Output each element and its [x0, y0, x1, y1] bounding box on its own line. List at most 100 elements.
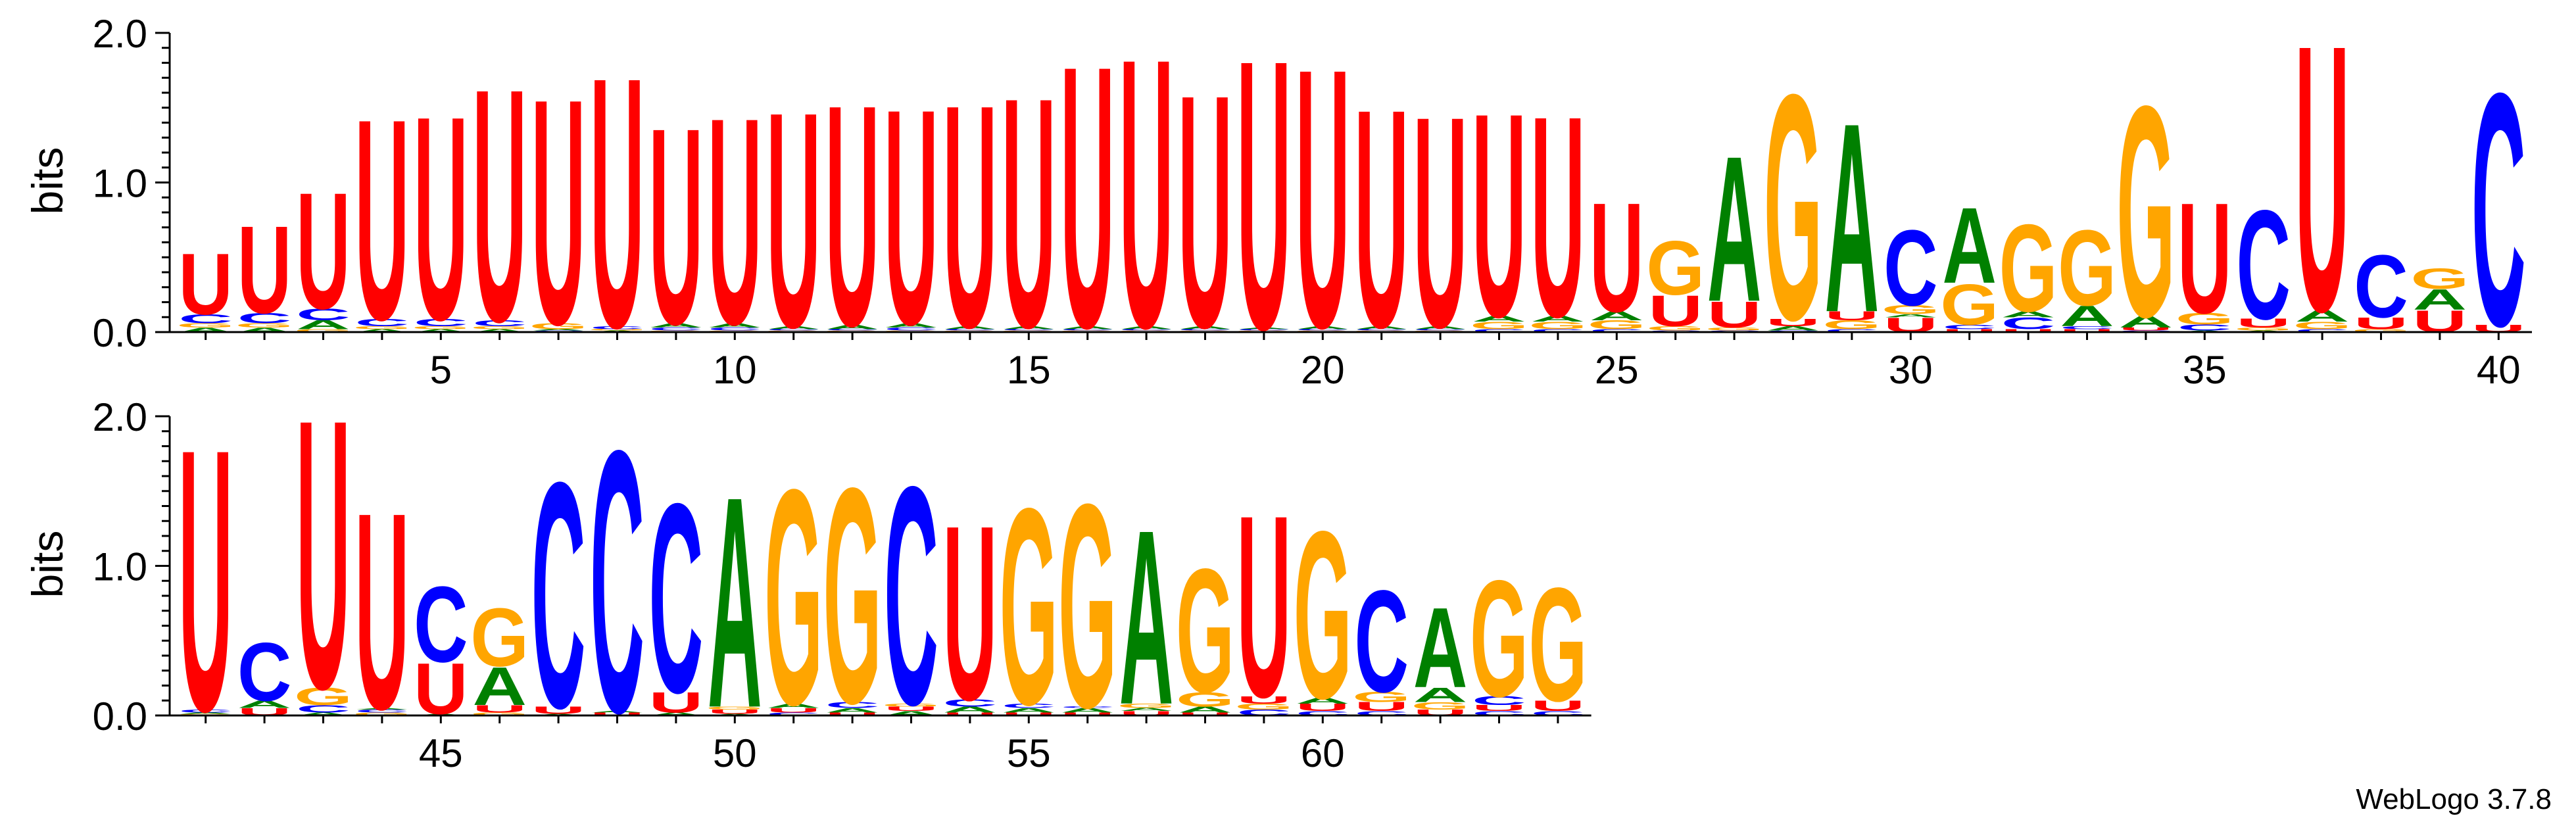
logo-letter: A: [178, 712, 233, 715]
y-tick-label: 2.0: [93, 395, 147, 439]
logo-letter: A: [1119, 708, 1173, 712]
logo-letter: C: [825, 700, 879, 710]
logo-letter: A: [1002, 707, 1056, 714]
logo-letter: A: [1413, 683, 1467, 706]
logo-letter: U: [590, 4, 644, 402]
y-tick-label: 2.0: [93, 12, 147, 56]
logo-letter: U: [2177, 170, 2231, 346]
logo-letter: G: [1705, 327, 1764, 331]
logo-letter: A: [2119, 312, 2174, 331]
logo-letter: G: [823, 425, 882, 768]
logo-letter: U: [2060, 328, 2114, 333]
logo-letter: U: [296, 340, 350, 769]
logo-letter: U: [1060, 0, 1114, 406]
logo-letter: U: [943, 39, 997, 395]
x-tick-label: 20: [1301, 348, 1345, 392]
logo-letter: C: [1060, 329, 1115, 331]
y-tick-label: 1.0: [93, 162, 147, 206]
logo-letter: U: [1766, 317, 1820, 329]
logo-letter: U: [1296, 0, 1349, 404]
logo-letter: A: [2060, 301, 2114, 333]
logo-letter: A: [825, 324, 879, 331]
logo-letter: C: [1531, 710, 1585, 717]
logo-letter: A: [649, 712, 703, 716]
logo-letter: A: [1590, 309, 1644, 323]
logo-letter: U: [1531, 698, 1586, 714]
credit-text: WebLogo 3.7.8: [2356, 783, 2552, 815]
logo-letter: G: [1234, 702, 1293, 712]
logo-letter: A: [2295, 306, 2350, 325]
x-tick-label: 50: [713, 731, 757, 775]
logo-letter: G: [352, 712, 411, 716]
logo-letter: G: [2058, 207, 2116, 327]
x-tick-label: 5: [430, 348, 452, 392]
logo-letter: G: [1999, 199, 2058, 338]
logo-letter: C: [1942, 324, 1996, 331]
logo-letter: C: [766, 329, 821, 331]
y-tick-label: 0.0: [93, 694, 147, 738]
logo-letter: A: [1472, 314, 1526, 324]
logo-letter: G: [1000, 450, 1058, 764]
logo-letter: C: [649, 447, 703, 749]
x-tick-label: 15: [1007, 348, 1051, 392]
logo-letter: A: [1354, 326, 1408, 330]
x-tick-label: 40: [2477, 348, 2521, 392]
logo-letter: G: [882, 703, 940, 708]
logo-letter: A: [1119, 326, 1173, 330]
logo-letter: G: [1528, 554, 1587, 735]
logo-letter: A: [1825, 66, 1879, 368]
logo-letter: A: [1883, 314, 1937, 318]
logo-letter: A: [649, 322, 703, 329]
logo-letter: A: [1178, 705, 1232, 714]
logo-letter: G: [1646, 226, 1705, 311]
logo-letter: U: [766, 707, 820, 714]
x-tick-labels: 5 10 15 20 25 30 35 40: [430, 348, 2521, 392]
logo-letter: A: [1531, 314, 1585, 324]
logo-letter: C: [1354, 329, 1409, 331]
x-tick-label: 10: [713, 348, 757, 392]
logo-letter: G: [1940, 272, 1999, 337]
logo-letter: A: [766, 326, 820, 330]
logo-letter: G: [529, 322, 588, 331]
logo-letter: A: [1119, 479, 1173, 757]
logo-letter: G: [1528, 320, 1587, 331]
logo-letter: A: [943, 705, 997, 714]
logo-letter: U: [1002, 29, 1056, 396]
logo-letter: A: [766, 702, 820, 710]
logo-letter: G: [1646, 325, 1705, 332]
logo-letter: U: [1002, 712, 1056, 716]
logo-letter: A: [2001, 310, 2055, 319]
logo-letter: U: [1354, 700, 1409, 713]
logo-letter: G: [764, 426, 823, 769]
logo-letter: U: [1178, 25, 1232, 397]
logo-letter: C: [590, 326, 644, 330]
logo-letter: U: [237, 201, 291, 340]
logo-letter: G: [1470, 545, 1528, 732]
logo-letter: U: [1825, 309, 1880, 323]
logo-letter: A: [708, 322, 762, 329]
logo-letter: U: [1296, 702, 1349, 713]
logo-letter: G: [2175, 310, 2234, 328]
logo-letter: U: [414, 57, 468, 381]
logo-letter: U: [2001, 328, 2055, 333]
logo-letter: C: [1354, 710, 1408, 717]
letter-stacks: AGCUAGCUGACUAGCUAGCUAGCUCAGUAGCUGCAUGCAU…: [176, 0, 2525, 410]
logo-letter: C: [884, 422, 938, 770]
logo-letter: G: [1411, 700, 1470, 712]
logo-letter: U: [943, 712, 997, 716]
logo-letter: G: [1352, 689, 1411, 705]
logo-letter: U: [766, 49, 820, 392]
logo-letter: U: [590, 712, 644, 716]
logo-letter: A: [237, 698, 291, 710]
logo-letter: G: [1176, 688, 1234, 711]
logo-letter: A: [1178, 326, 1232, 330]
logo-letter: C: [825, 329, 880, 331]
logo-letter: A: [2413, 284, 2467, 316]
logo-letter: C: [943, 329, 998, 331]
logo-letter: A: [1237, 327, 1292, 330]
logo-letter: A: [237, 327, 291, 334]
logo-letter: U: [1237, 694, 1291, 706]
logo-letter: A: [1413, 585, 1467, 712]
logo-letter: U: [2354, 314, 2408, 333]
